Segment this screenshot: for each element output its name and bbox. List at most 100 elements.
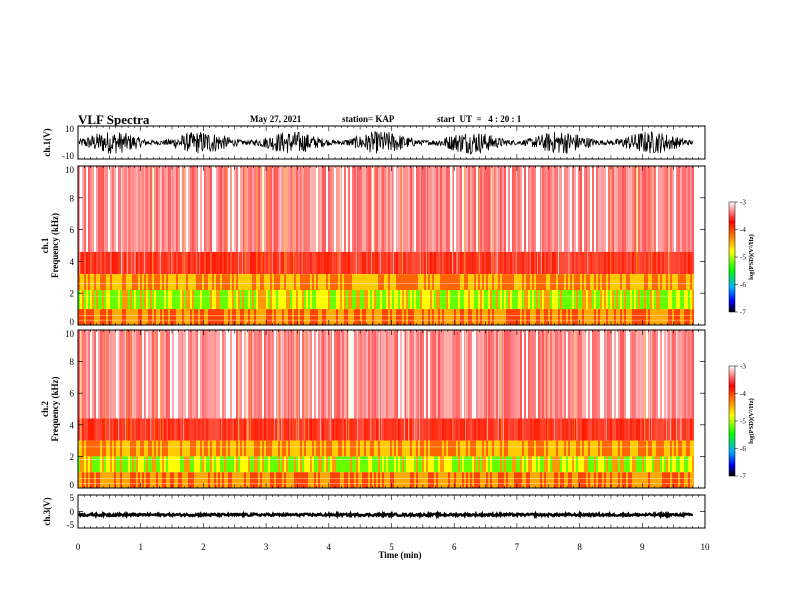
psd-column-yellow: [614, 440, 616, 457]
psd-column-low: [568, 309, 570, 325]
psd-column-mid: [350, 418, 352, 441]
psd-column-hf: [632, 166, 634, 252]
psd-column-yellow: [358, 274, 360, 291]
psd-column-mid: [578, 251, 580, 275]
psd-column-hf: [306, 330, 308, 419]
psd-column-yellow: [304, 274, 306, 291]
psd-column-low: [334, 309, 336, 325]
psd-column-hf: [280, 330, 282, 419]
psd-column-mid: [260, 418, 262, 441]
psd-column-low: [582, 309, 584, 325]
psd-column-yellow: [470, 274, 472, 291]
psd-column-hf: [120, 330, 122, 419]
psd-column-yellow: [354, 274, 356, 291]
psd-column-hf: [590, 166, 592, 252]
psd-column-mid: [250, 251, 252, 275]
psd-column-hf: [338, 166, 340, 252]
psd-column-mid: [560, 251, 562, 275]
psd-column-green: [432, 290, 434, 310]
psd-column-yellow: [238, 440, 240, 457]
psd-column-mid: [506, 418, 508, 441]
psd-column-low: [616, 472, 618, 488]
psd-column-green: [536, 290, 538, 310]
psd-column-green: [510, 290, 512, 310]
psd-column-hf: [218, 166, 220, 252]
psd-column-mid: [482, 418, 484, 441]
psd-column-mid: [174, 251, 176, 275]
psd-column-green: [592, 456, 594, 473]
psd-column-yellow: [344, 274, 346, 291]
psd-column-hf: [390, 330, 392, 419]
psd-column-green: [362, 456, 364, 473]
psd-column-green: [508, 456, 510, 473]
psd-column-mid: [208, 418, 210, 441]
psd-column-yellow: [78, 440, 80, 457]
psd-column-mid: [544, 418, 546, 441]
y-tick-label: 2: [70, 289, 75, 299]
psd-column-green: [374, 456, 376, 473]
psd-column-mid: [602, 418, 604, 441]
psd-column-yellow: [378, 274, 380, 291]
psd-column-hf: [84, 330, 86, 419]
psd-column-hf: [270, 166, 272, 252]
psd-column-green: [622, 456, 624, 473]
psd-column-green: [360, 456, 362, 473]
psd-column-yellow: [498, 274, 500, 291]
psd-column-yellow: [190, 274, 192, 291]
psd-column-hf: [288, 330, 290, 419]
y-axis-label: ch.1: [40, 237, 50, 253]
psd-column-hf: [480, 330, 482, 419]
psd-column-low: [398, 472, 400, 488]
psd-column-low: [668, 309, 670, 325]
psd-column-low: [400, 309, 402, 325]
psd-column-yellow: [666, 440, 668, 457]
psd-column-hf: [138, 166, 140, 252]
psd-column-hf: [240, 166, 242, 252]
psd-column-mid: [440, 251, 442, 275]
psd-column-low: [288, 309, 290, 325]
psd-column-mid: [674, 251, 676, 275]
psd-column-green: [542, 290, 544, 310]
psd-column-hf: [624, 166, 626, 252]
psd-column-low: [456, 472, 458, 488]
psd-column-yellow: [578, 274, 580, 291]
psd-column-green: [664, 456, 666, 473]
psd-column-low: [556, 309, 558, 325]
psd-column-green: [244, 456, 246, 473]
psd-column-yellow: [336, 440, 338, 457]
psd-column-low: [614, 309, 616, 325]
psd-column-yellow: [288, 274, 290, 291]
psd-column-yellow: [402, 274, 404, 291]
psd-column-mid: [166, 418, 168, 441]
psd-column-mid: [182, 251, 184, 275]
psd-column-yellow: [264, 440, 266, 457]
psd-column-yellow: [606, 274, 608, 291]
psd-column-green: [324, 456, 326, 473]
psd-column-yellow: [654, 274, 656, 291]
psd-column-green: [158, 456, 160, 473]
psd-column-mid: [510, 251, 512, 275]
psd-column-green: [408, 456, 410, 473]
psd-column-green: [142, 290, 144, 310]
psd-column-green: [192, 290, 194, 310]
psd-column-low: [562, 309, 564, 325]
psd-column-mid: [540, 251, 542, 275]
psd-column-hf: [314, 166, 316, 252]
psd-column-mid: [156, 251, 158, 275]
psd-column-green: [428, 456, 430, 473]
psd-column-green: [644, 290, 646, 310]
psd-column-yellow: [248, 440, 250, 457]
psd-column-hf: [404, 330, 406, 419]
psd-column-green: [270, 290, 272, 310]
psd-column-mid: [136, 418, 138, 441]
psd-column-green: [148, 290, 150, 310]
psd-column-hf: [354, 166, 356, 252]
psd-column-low: [524, 472, 526, 488]
psd-column-green: [676, 290, 678, 310]
psd-column-low: [308, 309, 310, 325]
psd-column-yellow: [172, 274, 174, 291]
psd-column-low: [134, 472, 136, 488]
psd-column-green: [112, 290, 114, 310]
psd-column-mid: [496, 251, 498, 275]
psd-column-hf: [154, 166, 156, 252]
